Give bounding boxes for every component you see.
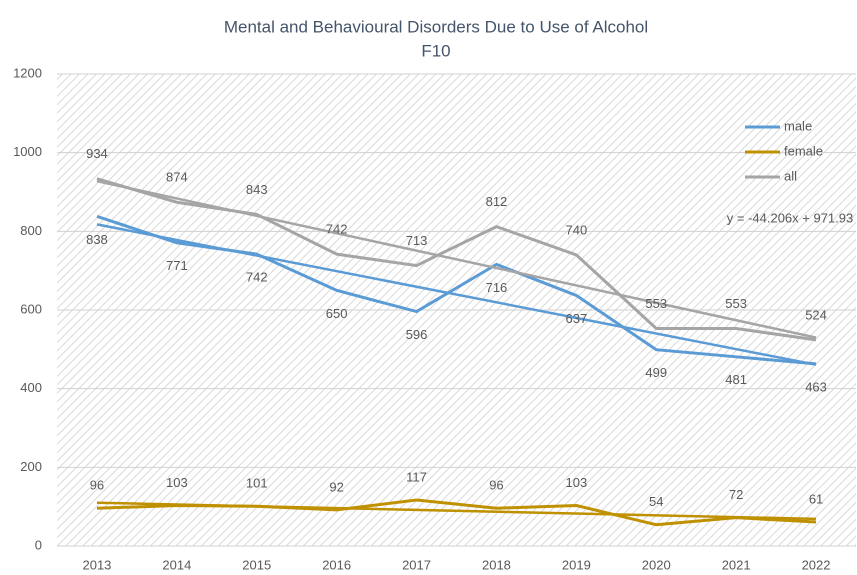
data-label: 843: [246, 182, 268, 197]
data-label: 812: [486, 194, 508, 209]
chart-subtitle: F10: [421, 41, 450, 60]
data-label: 72: [729, 487, 743, 502]
data-label: 524: [805, 307, 827, 322]
x-tick-label: 2019: [562, 557, 591, 572]
y-tick-label: 400: [20, 380, 42, 395]
y-tick-label: 1200: [13, 65, 42, 80]
y-tick-label: 1000: [13, 144, 42, 159]
data-label: 96: [489, 478, 503, 493]
x-tick-label: 2018: [482, 557, 511, 572]
data-label: 61: [809, 491, 823, 506]
data-label: 481: [725, 372, 747, 387]
data-label: 874: [166, 170, 188, 185]
legend-label: male: [784, 118, 812, 133]
data-label: 92: [329, 479, 343, 494]
x-tick-label: 2022: [802, 557, 831, 572]
legend-label: all: [784, 168, 797, 183]
data-label: 742: [246, 270, 268, 285]
data-label: 117: [406, 469, 427, 484]
data-label: 499: [645, 365, 667, 380]
x-tick-label: 2017: [402, 557, 431, 572]
data-label: 771: [166, 258, 188, 273]
data-label: 838: [86, 232, 108, 247]
y-tick-label: 0: [35, 537, 42, 552]
data-label: 553: [645, 296, 667, 311]
y-tick-label: 200: [20, 459, 42, 474]
data-label: 596: [406, 327, 428, 342]
x-tick-label: 2020: [642, 557, 671, 572]
data-label: 103: [166, 475, 188, 490]
data-label: 463: [805, 379, 827, 394]
x-tick-label: 2015: [242, 557, 271, 572]
x-tick-label: 2016: [322, 557, 351, 572]
data-label: 553: [725, 296, 747, 311]
data-label: 96: [90, 478, 104, 493]
data-label: 637: [565, 311, 587, 326]
x-tick-label: 2014: [162, 557, 191, 572]
data-label: 101: [246, 476, 268, 491]
data-label: 740: [565, 222, 587, 237]
y-tick-label: 800: [20, 223, 42, 238]
data-label: 716: [486, 280, 508, 295]
series-line: [96, 498, 817, 527]
data-label: 713: [406, 233, 428, 248]
y-tick-label: 600: [20, 301, 42, 316]
series-line: [96, 177, 817, 342]
data-label: 103: [565, 475, 587, 490]
chart-title: Mental and Behavioural Disorders Due to …: [224, 17, 648, 36]
data-label: 650: [326, 306, 348, 321]
trend-equation: y = -44.206x + 971.93: [727, 210, 853, 225]
series-line: [96, 214, 817, 366]
data-label: 54: [649, 494, 663, 509]
legend-label: female: [784, 143, 823, 158]
data-label: 742: [326, 222, 348, 237]
data-label: 934: [86, 146, 108, 161]
x-tick-label: 2021: [722, 557, 751, 572]
x-tick-label: 2013: [82, 557, 111, 572]
